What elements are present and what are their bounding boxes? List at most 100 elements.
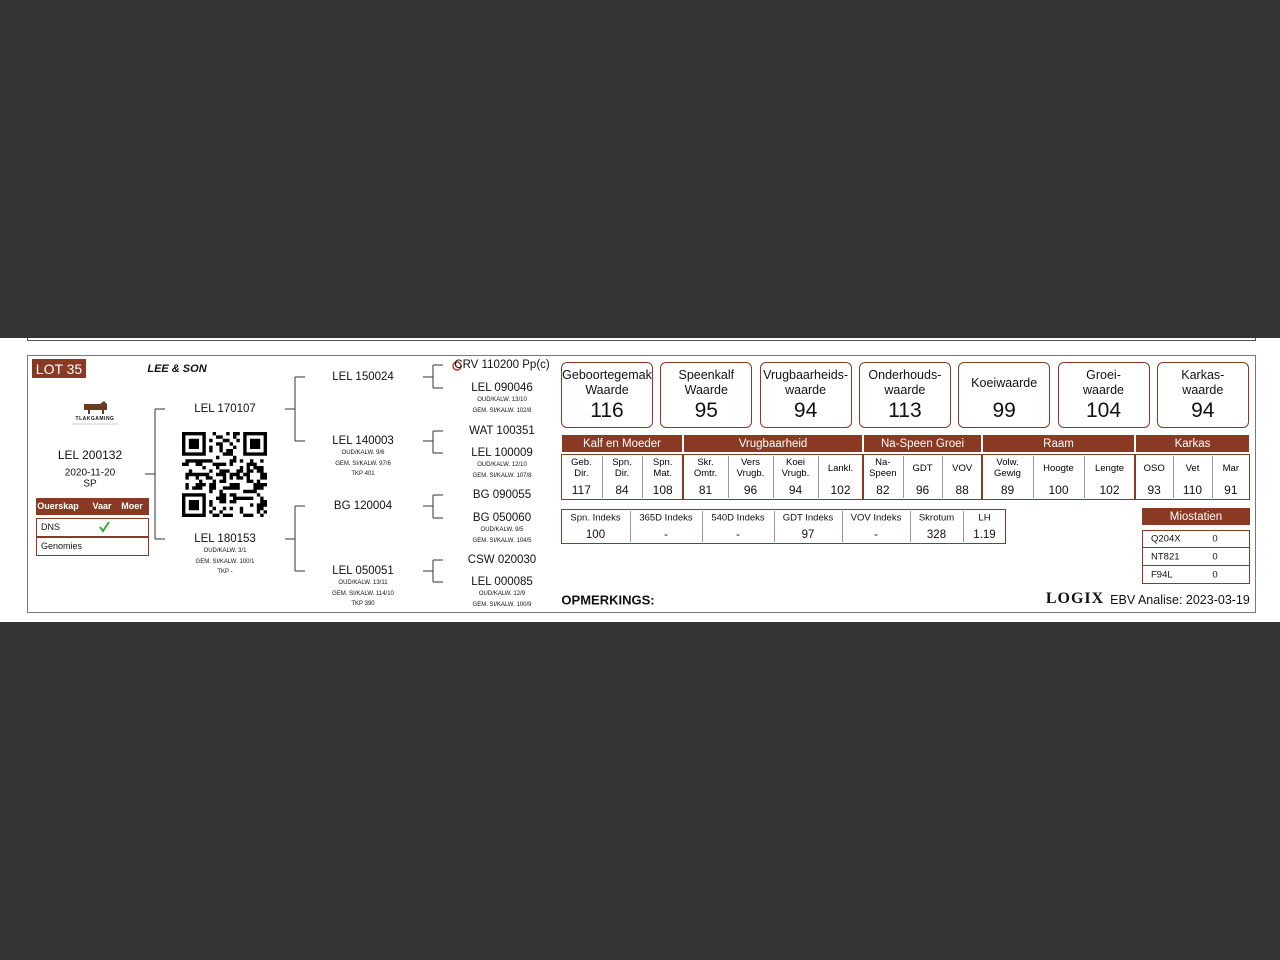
- index-value: -: [736, 529, 740, 541]
- value-box-value: 104: [1085, 399, 1122, 422]
- ebv-group-divider: [862, 454, 864, 500]
- breeder: LEE & SON: [147, 363, 207, 375]
- pedigree-id: CRV 110200 Pp(c): [454, 359, 550, 371]
- ebv-cell-divider: [1211, 456, 1213, 498]
- value-box: [858, 362, 951, 428]
- pedigree-id: CSW 020030: [467, 554, 537, 566]
- value-box-value: 116: [590, 399, 624, 422]
- miostatien-gene: NT821: [1151, 551, 1180, 563]
- ownership-header-cell: Vaar: [92, 501, 112, 511]
- pedigree-id: LEL 090046: [471, 382, 533, 394]
- ownership-row: [36, 518, 149, 537]
- index-divider: [630, 511, 631, 542]
- ebv-trait-label: Koei Vrugb.: [781, 457, 810, 479]
- pedigree-detail: GEM. SI/KALW. 107/8: [472, 472, 532, 479]
- value-box: [1156, 362, 1249, 428]
- value-box-label: waarde: [1182, 383, 1224, 397]
- ownership-header-cell: Moer: [121, 501, 143, 511]
- index-label: LH: [978, 512, 991, 524]
- miostatien-value: 0: [1212, 569, 1218, 581]
- ownership-row-label: Genomies: [41, 541, 83, 551]
- pedigree-id: LEL 150024: [332, 371, 394, 383]
- pedigree-detail: OUD/KALW. 3/1: [203, 548, 247, 554]
- index-label: VOV Indeks: [850, 512, 902, 524]
- ebv-trait-label: Spn. Mat.: [652, 457, 673, 479]
- crv-icon: [452, 361, 462, 371]
- value-box-label: waarde: [785, 383, 827, 397]
- ebv-trait-value: 93: [1147, 483, 1161, 497]
- value-box-label: Geboortegemak: [562, 368, 652, 382]
- pedigree-detail: OUD/KALW. 9/5: [480, 527, 524, 533]
- index-label: Spn. Indeks: [570, 512, 621, 524]
- pedigree-detail: OUD/KALW. 12/10: [477, 462, 527, 468]
- index-label: 365D Indeks: [639, 512, 693, 524]
- ebv-cell-divider: [601, 456, 603, 498]
- value-box: [1057, 362, 1150, 428]
- value-box-label: Waarde: [585, 383, 629, 397]
- animal-date: 2020-11-20: [64, 467, 116, 479]
- animal-code: SP: [83, 478, 97, 490]
- ebv-trait-value: 102: [1099, 483, 1120, 497]
- index-value: 1.19: [973, 529, 996, 541]
- index-frame: [561, 509, 1006, 544]
- index-value: 328: [926, 529, 947, 541]
- pedigree-detail: OUD/KALW. 13/10: [477, 397, 527, 403]
- value-box: [958, 362, 1051, 428]
- ebv-trait-label: OSO: [1143, 462, 1165, 474]
- pedigree-detail: OUD/KALW. 12/9: [478, 591, 526, 597]
- pedigree-detail: GEM. SI/KALW. 100/9: [472, 601, 532, 608]
- pedigree-id: LEL 000085: [471, 576, 533, 588]
- value-box-value: 94: [1191, 399, 1215, 422]
- ebv-trait-value: 81: [698, 483, 713, 497]
- value-box-label: Koeiwaarde: [971, 376, 1038, 390]
- pedigree-id: BG 090055: [472, 489, 532, 501]
- miostatien-value: 0: [1212, 533, 1218, 545]
- ebv-trait-label: Vers Vrugb.: [736, 457, 765, 479]
- pedigree-id: WAT 100351: [469, 425, 535, 437]
- ebv-trait-value: 94: [788, 483, 803, 497]
- ebv-cell-divider: [728, 456, 729, 498]
- pedigree-id: BG 050060: [472, 512, 532, 524]
- ebv-group-header: Karkas: [1136, 435, 1249, 452]
- logo-text: TLAKGAMING: [75, 416, 115, 422]
- ebv-group-header: Kalf en Moeder: [562, 435, 682, 452]
- ebv-cell-divider: [1033, 456, 1034, 498]
- value-box: [759, 362, 852, 428]
- ebv-cell-divider: [1084, 456, 1085, 498]
- pedigree-detail: GEM. SI/KALW. 102/8: [472, 407, 532, 414]
- pedigree-detail: GEM. SI/KALW. 114/10: [332, 590, 394, 597]
- index-divider: [774, 511, 775, 542]
- miostatien-title: Miostatien: [1142, 508, 1250, 525]
- card-frame: [27, 355, 1256, 613]
- pedigree-detail: TKP 390: [351, 601, 375, 607]
- logo-bull: [84, 401, 107, 414]
- qr-code: [182, 432, 267, 517]
- ebv-trait-value: 89: [1000, 483, 1015, 497]
- ebv-group-divider: [682, 454, 684, 500]
- value-box-value: 95: [694, 399, 718, 422]
- pedigree-id: LEL 170107: [194, 403, 256, 415]
- pedigree-detail: TKP -: [217, 569, 233, 575]
- ebv-frame: [561, 454, 1250, 500]
- pedigree-id: LEL 140003: [332, 435, 394, 447]
- ebv-trait-value: 117: [571, 483, 591, 497]
- animal-id: LEL 200132: [57, 448, 123, 462]
- pedigree-detail: TKP 401: [351, 471, 375, 477]
- ebv-trait-label: Skr. Omtr.: [693, 457, 718, 479]
- ebv-trait-label: Lengte: [1094, 462, 1125, 474]
- ebv-group-header: Vrugbaarheid: [684, 435, 862, 452]
- ebv-trait-label: VOV: [952, 462, 973, 474]
- ownership-header: [36, 498, 149, 515]
- pedigree-id: LEL 100009: [471, 447, 533, 459]
- index-label: Skrotum: [918, 512, 955, 524]
- lot-label: LOT 35: [32, 359, 86, 378]
- value-box-label: waarde: [1083, 383, 1124, 397]
- pedigree-id: LEL 180153: [194, 533, 256, 545]
- value-box-value: 113: [888, 399, 922, 422]
- ebv-trait-value: 96: [743, 483, 758, 497]
- value-box-label: Speenkalf: [678, 368, 735, 382]
- ebv-trait-value: 84: [615, 483, 629, 497]
- ebv-cell-divider: [642, 456, 644, 498]
- ebv-group-divider: [1134, 454, 1136, 500]
- ebv-trait-label: Volw. Gewig: [994, 457, 1021, 479]
